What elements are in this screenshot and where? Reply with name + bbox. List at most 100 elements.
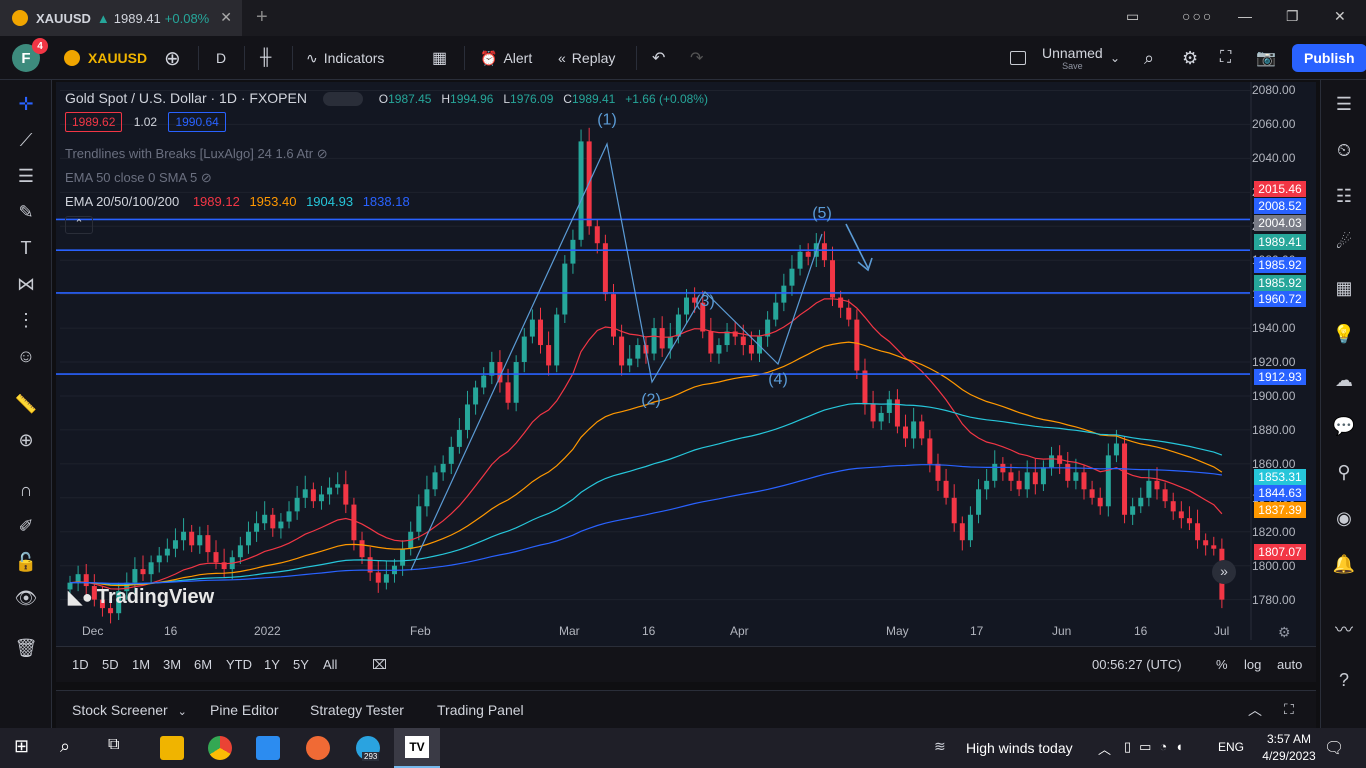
- interval-button[interactable]: D: [216, 50, 227, 66]
- bulb-icon[interactable]: ⚲: [1337, 462, 1351, 482]
- bell-icon[interactable]: 🔔: [1332, 554, 1356, 574]
- notifications-icon[interactable]: 🗨: [1324, 740, 1345, 757]
- vscode-icon[interactable]: [256, 736, 280, 760]
- emoji-icon[interactable]: ☺: [16, 346, 36, 366]
- templates-icon[interactable]: ▦: [432, 50, 448, 67]
- indicators-button[interactable]: ∿ Indicators: [306, 49, 385, 67]
- layout-name-button[interactable]: Unnamed Save: [1042, 44, 1103, 71]
- range-1y[interactable]: 1Y: [264, 657, 280, 672]
- brush-icon[interactable]: ✎: [18, 202, 34, 222]
- search-icon[interactable]: ⌕: [1144, 47, 1155, 68]
- avatar[interactable]: F 4: [12, 38, 48, 72]
- clock-icon[interactable]: ⏲: [1336, 140, 1352, 160]
- tab-stock-screener[interactable]: Stock Screener ⌄: [72, 701, 187, 718]
- auto-toggle[interactable]: auto: [1277, 657, 1303, 672]
- task-view-icon[interactable]: ⧉: [108, 736, 120, 753]
- ruler-icon[interactable]: 📏: [14, 394, 38, 414]
- tab-strategy-tester[interactable]: Strategy Tester: [310, 701, 404, 718]
- symbol-tab[interactable]: XAUUSD ▲ 1989.41 +0.08% ✕: [0, 0, 242, 36]
- range-5y[interactable]: 5Y: [293, 657, 309, 672]
- magnet-icon[interactable]: ∩: [19, 480, 33, 500]
- fib-icon[interactable]: ☰: [17, 166, 35, 186]
- tray-icons[interactable]: ▯▭◔◖: [1124, 739, 1192, 754]
- language-indicator[interactable]: ENG: [1218, 740, 1245, 754]
- indicator-trendlines[interactable]: Trendlines with Breaks [LuxAlgo] 24 1.6 …: [65, 146, 328, 161]
- camera-icon[interactable]: 📷: [1256, 50, 1276, 67]
- gear-icon[interactable]: ⚙: [1182, 47, 1199, 68]
- candles-icon[interactable]: ╫: [260, 49, 272, 66]
- search-icon[interactable]: ⌕: [60, 736, 71, 756]
- help-icon[interactable]: ?: [1338, 670, 1349, 690]
- visibility-toggle[interactable]: [322, 92, 363, 107]
- compare-add-icon[interactable]: ⊕: [164, 47, 181, 70]
- crosshair-icon[interactable]: ✛: [18, 94, 34, 114]
- undo-icon[interactable]: ↶: [652, 50, 666, 67]
- layout-checkbox[interactable]: [1010, 36, 1026, 80]
- layout-icon[interactable]: ▭: [1126, 8, 1140, 24]
- close-window-icon[interactable]: ✕: [1334, 8, 1346, 24]
- add-list-icon[interactable]: ☷: [1335, 186, 1353, 206]
- tab-pine-editor[interactable]: Pine Editor: [210, 701, 279, 718]
- cloud-icon[interactable]: ☁: [1335, 370, 1353, 390]
- range-all[interactable]: All: [323, 657, 338, 672]
- windows-start-icon[interactable]: ⊞: [14, 736, 30, 756]
- range-6m[interactable]: 6M: [194, 657, 213, 672]
- tab-trading-panel[interactable]: Trading Panel: [437, 701, 524, 718]
- calendar-icon[interactable]: ▦: [1335, 278, 1353, 298]
- text-icon[interactable]: T: [20, 238, 32, 258]
- settings-gear-icon[interactable]: ⚙: [1278, 624, 1291, 640]
- weather-text[interactable]: High winds today: [966, 740, 1073, 756]
- indicator-ema50[interactable]: EMA 50 close 0 SMA 5 ⊘: [65, 170, 212, 185]
- publish-button[interactable]: Publish: [1292, 44, 1366, 72]
- bid-price[interactable]: 1989.62: [65, 112, 123, 132]
- redo-icon[interactable]: ↷: [690, 50, 704, 67]
- maximize-panel-icon[interactable]: ⛶: [1284, 701, 1294, 717]
- chevron-up-icon[interactable]: ︿: [1248, 701, 1262, 718]
- close-tab-icon[interactable]: ✕: [220, 9, 232, 25]
- replay-button[interactable]: « Replay: [558, 50, 616, 66]
- file-explorer-icon[interactable]: [160, 736, 184, 760]
- chrome-icon[interactable]: [208, 736, 232, 760]
- trendline-icon[interactable]: ⟋: [19, 130, 33, 150]
- hotlist-icon[interactable]: ☄: [1335, 232, 1353, 252]
- symbol-search-button[interactable]: XAUUSD: [64, 36, 147, 80]
- tray-chevron-icon[interactable]: ︿: [1098, 742, 1112, 757]
- indicator-ema-ribbon[interactable]: EMA 20/50/100/200 1989.12 1953.40 1904.9…: [65, 194, 410, 209]
- chat-icon[interactable]: 💬: [1332, 416, 1356, 436]
- pattern-icon[interactable]: ⋈: [17, 274, 35, 294]
- range-5d[interactable]: 5D: [102, 657, 119, 672]
- date[interactable]: 4/29/2023: [1262, 749, 1316, 763]
- hidden-eye-icon[interactable]: ⊘: [316, 146, 328, 161]
- prediction-icon[interactable]: ⋮: [17, 310, 35, 330]
- log-toggle[interactable]: log: [1244, 657, 1262, 672]
- lock-drawing-icon[interactable]: ✐: [18, 516, 34, 536]
- hidden-eye-icon[interactable]: ⊘: [200, 170, 212, 185]
- chevron-down-icon[interactable]: ⌄: [1110, 51, 1121, 65]
- minimize-icon[interactable]: —: [1238, 8, 1252, 24]
- clock-time[interactable]: 00:56:27 (UTC): [1092, 657, 1182, 672]
- ideas-icon[interactable]: 💡: [1332, 324, 1356, 344]
- fullscreen-icon[interactable]: ⛶: [1220, 49, 1232, 66]
- range-ytd[interactable]: YTD: [226, 657, 252, 672]
- range-3m[interactable]: 3M: [163, 657, 182, 672]
- zoom-icon[interactable]: ⊕: [18, 430, 34, 450]
- new-tab-icon[interactable]: +: [256, 6, 268, 28]
- lock-icon[interactable]: 🔓: [14, 552, 38, 572]
- price-chart[interactable]: (1) (2) (3) (4) (5): [56, 82, 1316, 682]
- collapse-legend-icon[interactable]: ⌃: [65, 216, 93, 234]
- watchlist-icon[interactable]: ☰: [1335, 94, 1353, 114]
- eye-icon[interactable]: 👁: [14, 588, 38, 608]
- tradingview-taskbar-button[interactable]: TV: [394, 728, 440, 768]
- trend-icon[interactable]: 〰: [1335, 620, 1353, 640]
- ask-price[interactable]: 1990.64: [168, 112, 226, 132]
- scroll-to-realtime-icon[interactable]: »: [1212, 560, 1236, 584]
- broadcast-icon[interactable]: ◉: [1336, 508, 1352, 528]
- range-1m[interactable]: 1M: [132, 657, 151, 672]
- alert-button[interactable]: ⏰ Alert: [480, 49, 533, 67]
- more-icon[interactable]: ○○○: [1182, 8, 1214, 24]
- maximize-icon[interactable]: ❐: [1286, 8, 1299, 24]
- percent-toggle[interactable]: %: [1216, 657, 1228, 672]
- clock[interactable]: 3:57 AM: [1266, 732, 1312, 746]
- postman-icon[interactable]: [306, 736, 330, 760]
- date-range-icon[interactable]: ⌧: [372, 657, 387, 672]
